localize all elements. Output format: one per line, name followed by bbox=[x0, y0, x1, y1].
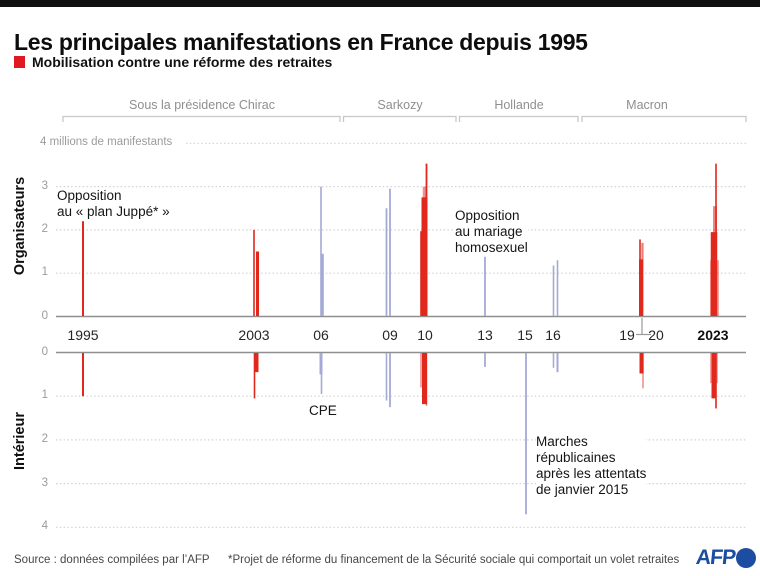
annotation-line: républicaines bbox=[536, 450, 616, 465]
bottom-axis-tick-label: 4 bbox=[41, 520, 48, 533]
year-tick-label: 13 bbox=[477, 327, 493, 343]
annotation-marches: Marches républicaines après les attentats d… bbox=[536, 434, 647, 498]
presidency-bracket bbox=[62, 115, 341, 122]
bottom-axis-title: Intérieur bbox=[12, 412, 28, 471]
top-axis-tick-label: 3 bbox=[41, 179, 48, 192]
presidency-label: Sous la présidence Chirac bbox=[129, 98, 275, 112]
top-axis-tick-label: 2 bbox=[41, 222, 48, 235]
presidency-label: Macron bbox=[626, 98, 668, 112]
page-title: Les principales manifestations en France… bbox=[14, 29, 588, 56]
bottom-axis-tick-label: 3 bbox=[41, 476, 48, 489]
presidency-bracket bbox=[342, 115, 457, 122]
annotation-juppe: Opposition au « plan Juppé* » bbox=[57, 188, 170, 220]
annotation-line: Opposition bbox=[455, 208, 520, 223]
top-axis-tick-label: 0 bbox=[41, 309, 48, 322]
presidency-bracket bbox=[581, 115, 747, 122]
legend-label: Mobilisation contre une réforme des retr… bbox=[32, 54, 333, 70]
annotation-line: homosexuel bbox=[455, 240, 528, 255]
legend: Mobilisation contre une réforme des retr… bbox=[14, 54, 332, 70]
annotation-line: au « plan Juppé* » bbox=[57, 204, 170, 219]
bottom-axis-tick-label: 0 bbox=[41, 345, 48, 358]
year-tick-label: 19 bbox=[619, 327, 635, 343]
year-tick-label: 1995 bbox=[67, 327, 99, 343]
annotation-line: au mariage bbox=[455, 224, 523, 239]
source-credit: Source : données compilées par l’AFP bbox=[14, 554, 210, 566]
annotation-line: Marches bbox=[536, 434, 588, 449]
year-tick-label: 10 bbox=[417, 327, 433, 343]
afp-logo: AFP bbox=[694, 546, 756, 570]
top-black-bar bbox=[0, 0, 760, 7]
year-tick-label: 2003 bbox=[238, 327, 270, 343]
bottom-axis-tick-label: 2 bbox=[41, 432, 48, 445]
top-axis-tick-label: 1 bbox=[41, 266, 48, 279]
annotation-line: de janvier 2015 bbox=[536, 482, 629, 497]
legend-red-swatch-icon bbox=[14, 56, 25, 68]
year-tick-label: 09 bbox=[382, 327, 398, 343]
year-tick-label: 15 bbox=[517, 327, 533, 343]
footnote: *Projet de réforme du financement de la … bbox=[228, 554, 680, 566]
presidency-label: Sarkozy bbox=[377, 98, 423, 112]
annotation-mariage: Opposition au mariage homosexuel bbox=[455, 208, 528, 256]
top-axis-title: Organisateurs bbox=[12, 176, 28, 276]
afp-logo-text: AFP bbox=[694, 546, 737, 569]
presidency-label: Hollande bbox=[494, 98, 544, 112]
annotation-line: après les attentats bbox=[536, 466, 647, 481]
unit-axis-label: 4 millions de manifestants bbox=[40, 136, 177, 148]
annotation-line: CPE bbox=[309, 403, 337, 418]
afp-logo-circle-icon bbox=[736, 548, 756, 568]
year-tick-label: 16 bbox=[545, 327, 561, 343]
year-tick-label: 2023 bbox=[697, 327, 729, 343]
bottom-axis-tick-label: 1 bbox=[41, 389, 48, 402]
year-tick-label: 06 bbox=[313, 327, 329, 343]
presidency-bracket bbox=[458, 115, 579, 122]
year-tick-label: 20 bbox=[648, 327, 664, 343]
annotation-cpe: CPE bbox=[309, 403, 337, 419]
annotation-line: Opposition bbox=[57, 188, 122, 203]
